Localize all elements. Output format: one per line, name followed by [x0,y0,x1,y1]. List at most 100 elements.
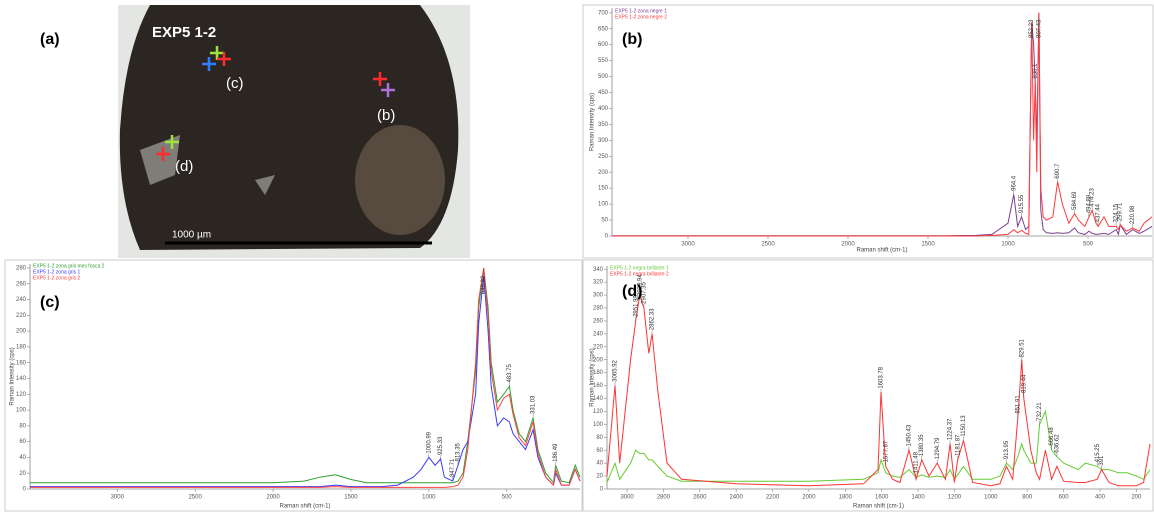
spot-label: (b) [377,107,395,124]
peak-label: 2862.33 [650,308,656,330]
y-axis-title: Raman Intensity (cps) [590,93,596,151]
peak-label: 830.1 [1033,63,1039,79]
y-tick-label: 200 [16,329,27,335]
x-tick-label: 2000 [841,242,855,248]
panel-frame [582,259,1154,512]
legend-entry: EXP5 1-2 zona gris 2 [33,275,80,281]
y-tick-label: 550 [598,58,609,64]
peak-label: 2929.94 [637,274,643,296]
peak-label: 851.91 [1015,395,1021,414]
spectrum-line [612,12,1153,237]
spot-markers [156,46,395,161]
x-tick-label: 2600 [693,495,707,501]
peak-label: 324.15 [1114,203,1120,222]
peak-label: 648.82 [481,275,487,294]
peak-label: 415.25 [1095,443,1101,462]
x-tick-label: 800 [1022,495,1033,501]
peak-label: 852.23 [1029,19,1035,38]
y-tick-label: 240 [16,297,27,303]
y-tick-label: 80 [596,435,603,441]
x-tick-label: 2500 [761,242,775,248]
y-tick-label: 80 [19,423,26,429]
y-tick-label: 50 [601,218,608,224]
y-tick-label: 120 [16,392,27,398]
panel-frame [4,259,583,512]
y-tick-label: 60 [19,439,26,445]
peak-label: 819.44 [1021,374,1027,393]
peak-label: 299.71 [1118,202,1124,221]
x-axis-title: Raman shift (cm-1) [853,504,904,510]
y-tick-label: 450 [598,90,609,96]
y-tick-label: 150 [598,186,609,192]
y-tick-label: 20 [19,471,26,477]
peak-label: 847.71 [450,458,456,477]
y-tick-label: 0 [600,487,604,493]
y-tick-label: 600 [598,42,609,48]
x-tick-label: 3000 [681,242,695,248]
panel-label: (c) [40,294,60,311]
peak-label: 964.4 [1011,175,1017,191]
x-tick-label: 2200 [766,495,780,501]
peak-label: 1450.43 [906,424,912,446]
x-tick-label: 1000 [1001,242,1015,248]
peak-label: 1294.79 [935,437,941,459]
spectrum-line [30,267,581,488]
x-tick-label: 2800 [657,495,671,501]
legend-entry: EXP5 1-2 negra brillante 2 [610,271,669,277]
x-tick-label: 1500 [344,495,358,501]
y-tick-label: 320 [593,280,604,286]
y-tick-label: 650 [598,26,609,32]
legend-entry: EXP5 1-2 zona negre 2 [615,14,667,20]
y-tick-label: 250 [598,154,609,160]
x-tick-label: 1800 [839,495,853,501]
peak-label: 1000.99 [426,431,432,453]
legend-entry: EXP5 1-2 zona gris 1 [33,269,80,275]
peak-label: 829.51 [1019,338,1025,357]
y-tick-label: 40 [19,455,26,461]
y-tick-label: 0 [23,487,27,493]
x-tick-label: 1600 [875,495,889,501]
peak-label: 1224.37 [948,418,954,440]
x-tick-label: 1000 [422,495,436,501]
y-tick-label: 220 [16,313,27,319]
x-axis-title: Raman shift (cm-1) [856,248,907,254]
y-tick-label: 40 [596,461,603,467]
peak-label: 584.69 [1072,191,1078,210]
x-tick-label: 3000 [620,495,634,501]
x-tick-label: 2000 [266,495,280,501]
peak-label: 1380.35 [919,434,925,456]
y-tick-label: 350 [598,122,609,128]
legend-entry: EXP5 1-2 zona gris mes fosca 2 [33,263,105,269]
y-tick-label: 400 [598,106,609,112]
bright-area [355,125,445,235]
x-tick-label: 600 [1059,495,1070,501]
y-tick-label: 100 [593,422,604,428]
bright-area [140,135,275,195]
peak-label: 666.48 [1049,427,1055,446]
spectrum-line [606,294,1151,487]
y-axis-title: Raman Intensity (cps) [590,348,596,406]
peak-label: 807.43 [1036,19,1042,38]
peak-label: 913.95 [1004,440,1010,459]
panel-label: (a) [40,31,60,48]
spectrum-line [612,12,1153,237]
peak-label: 2951.98 [633,295,639,317]
y-tick-label: 100 [16,408,27,414]
spectrum-line [30,275,581,488]
peak-label: 3065.92 [613,359,619,381]
peak-label: 813.35 [456,442,462,461]
y-tick-label: 200 [593,357,604,363]
y-tick-label: 100 [598,202,609,208]
y-tick-label: 180 [593,370,604,376]
panel-a: (a) EXP5 1-2 (c) (b) (d) 1000 µm [40,5,470,258]
y-tick-label: 260 [593,319,604,325]
peak-label: 2907.35 [641,281,647,303]
axis-frame [29,264,580,490]
y-tick-label: 700 [598,10,609,16]
y-tick-label: 500 [598,74,609,80]
panel-frame [582,4,1154,259]
peak-label: 220.98 [1130,205,1136,224]
peak-label: 437.44 [1096,203,1102,222]
